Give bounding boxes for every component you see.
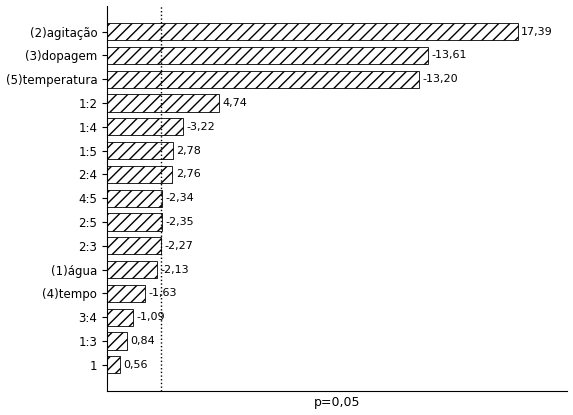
Bar (107, 118, 183, 135)
Text: -1,09: -1,09 (136, 312, 165, 322)
Bar (107, 237, 160, 254)
Text: 4,74: 4,74 (222, 98, 248, 108)
Bar (107, 47, 429, 64)
Text: -1,63: -1,63 (149, 288, 178, 298)
Text: -3,22: -3,22 (186, 122, 215, 132)
Bar (107, 166, 172, 183)
Text: 2,78: 2,78 (176, 146, 201, 156)
Bar (107, 261, 157, 278)
Bar (107, 23, 517, 40)
Bar (107, 95, 219, 112)
Text: 0,84: 0,84 (130, 336, 155, 346)
Bar (107, 213, 162, 231)
Text: 0,56: 0,56 (124, 360, 148, 370)
Text: -13,20: -13,20 (422, 74, 458, 84)
Text: -2,34: -2,34 (166, 193, 194, 203)
Text: -2,13: -2,13 (161, 265, 189, 275)
Bar (107, 190, 162, 207)
Bar (107, 285, 146, 302)
Bar (107, 332, 127, 349)
Bar (107, 356, 120, 374)
Bar (107, 309, 132, 326)
Text: -13,61: -13,61 (432, 51, 468, 61)
Text: 17,39: 17,39 (521, 27, 553, 37)
Text: -2,27: -2,27 (164, 241, 193, 251)
Bar (107, 142, 172, 159)
Bar (107, 71, 419, 88)
X-axis label: p=0,05: p=0,05 (314, 396, 360, 410)
Text: -2,35: -2,35 (166, 217, 195, 227)
Text: 2,76: 2,76 (176, 169, 201, 179)
